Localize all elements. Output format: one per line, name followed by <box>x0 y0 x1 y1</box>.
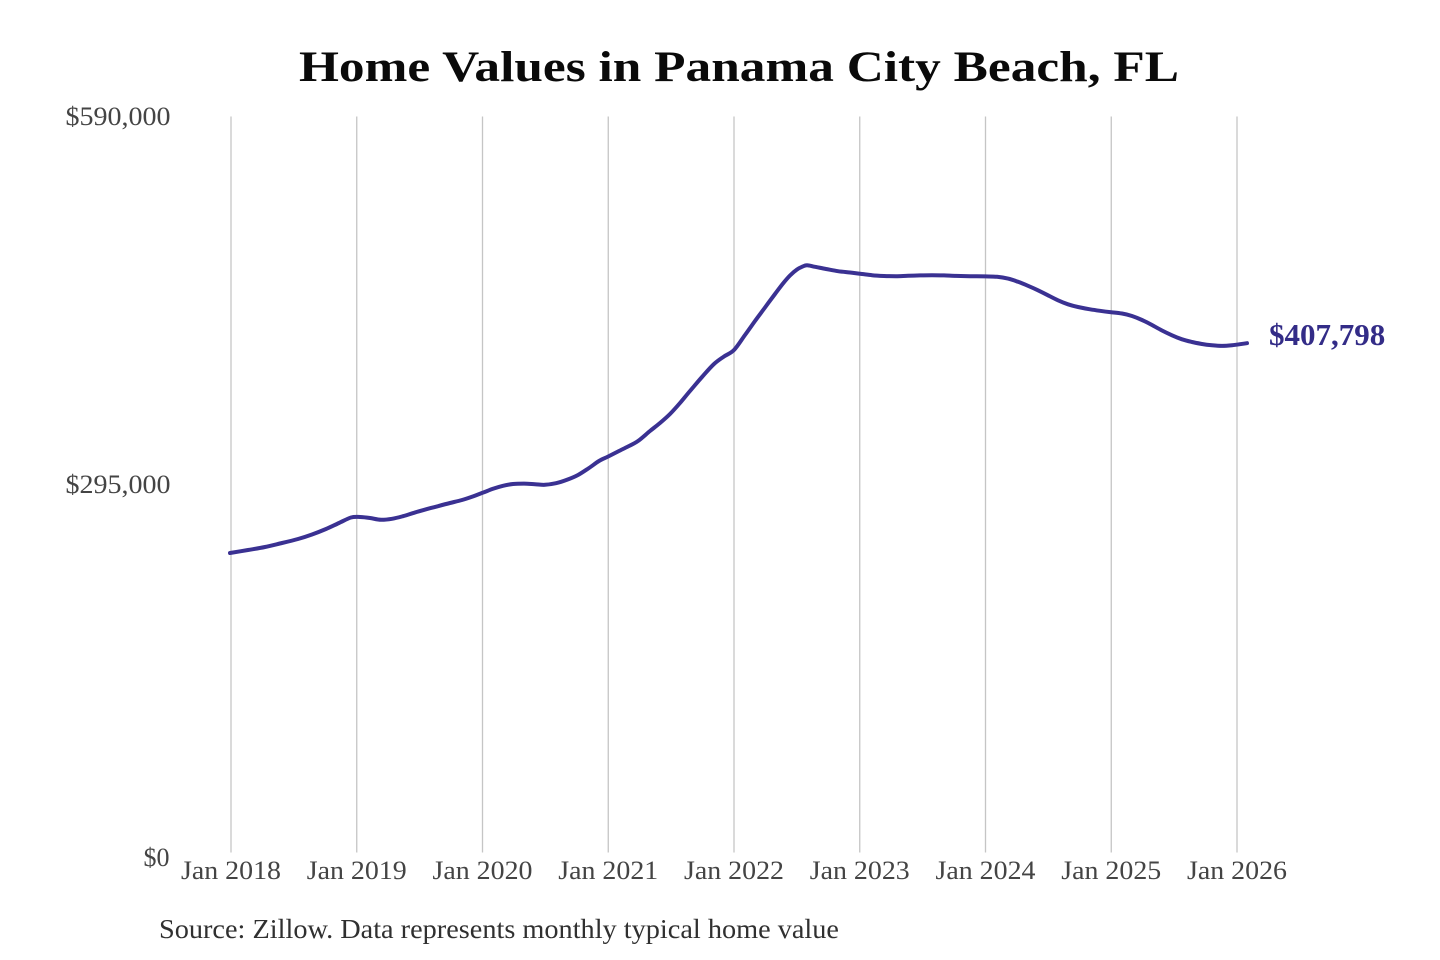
svg-text:Jan 2023: Jan 2023 <box>810 856 910 885</box>
svg-text:Home Values in Panama City Bea: Home Values in Panama City Beach, FL <box>299 44 1179 91</box>
svg-text:Source: Zillow. Data represent: Source: Zillow. Data represents monthly … <box>159 914 839 944</box>
svg-text:$407,798: $407,798 <box>1269 317 1385 352</box>
svg-text:$0: $0 <box>144 843 170 872</box>
svg-text:$295,000: $295,000 <box>66 470 171 499</box>
svg-text:Jan 2018: Jan 2018 <box>181 856 281 885</box>
svg-text:Jan 2019: Jan 2019 <box>307 856 407 885</box>
svg-text:Jan 2025: Jan 2025 <box>1061 856 1161 885</box>
svg-text:$590,000: $590,000 <box>66 102 171 131</box>
svg-text:Jan 2021: Jan 2021 <box>558 856 658 885</box>
svg-text:Jan 2024: Jan 2024 <box>936 856 1036 885</box>
svg-text:Jan 2026: Jan 2026 <box>1187 856 1287 885</box>
svg-text:Jan 2022: Jan 2022 <box>684 856 784 885</box>
svg-text:Jan 2020: Jan 2020 <box>433 856 533 885</box>
